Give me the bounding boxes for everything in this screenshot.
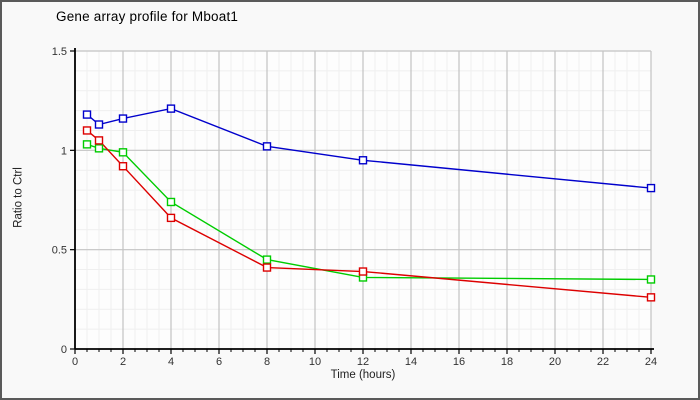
series-red-marker-1h bbox=[94, 136, 104, 145]
series-red-marker-24h bbox=[646, 293, 656, 302]
series-green-marker-4h bbox=[166, 197, 176, 207]
series-blue-marker-1h bbox=[94, 120, 104, 129]
x-tick-label-8: 8 bbox=[264, 356, 270, 368]
series-blue-marker-8h bbox=[262, 142, 272, 151]
y-tick-label-0.5: 0.5 bbox=[52, 245, 67, 257]
series-blue-marker-0.5h bbox=[82, 110, 92, 119]
series-green-marker-2h bbox=[118, 148, 128, 157]
x-tick-label-4: 4 bbox=[168, 356, 174, 368]
series-blue-marker-4h bbox=[166, 104, 176, 113]
x-tick-label-12: 12 bbox=[357, 356, 369, 368]
series-blue-marker-2h bbox=[118, 114, 128, 123]
x-axis-title: Time (hours) bbox=[330, 369, 396, 381]
x-tick-label-18: 18 bbox=[501, 356, 513, 368]
series-red-marker-12h bbox=[358, 267, 368, 276]
y-axis-title: Ratio to Ctrl bbox=[12, 167, 25, 228]
y-tick-label-0: 0 bbox=[61, 344, 67, 356]
x-tick-label-22: 22 bbox=[597, 356, 609, 368]
x-tick-label-2: 2 bbox=[120, 356, 126, 368]
x-tick-label-0: 0 bbox=[72, 356, 78, 368]
x-tick-label-10: 10 bbox=[309, 356, 321, 368]
series-green-marker-1h bbox=[94, 144, 104, 153]
y-tick-label-1: 1 bbox=[61, 145, 67, 157]
series-green-marker-8h bbox=[262, 255, 272, 264]
series-green-marker-24h bbox=[646, 275, 656, 284]
series-blue-marker-12h bbox=[358, 156, 368, 165]
x-tick-label-16: 16 bbox=[453, 356, 465, 368]
x-tick-label-6: 6 bbox=[216, 356, 222, 368]
series-red-marker-4h bbox=[166, 213, 176, 223]
series-red-marker-8h bbox=[262, 263, 272, 272]
y-tick-label-1.5: 1.5 bbox=[52, 46, 67, 58]
x-tick-label-24: 24 bbox=[645, 356, 657, 368]
series-red-marker-2h bbox=[118, 162, 128, 171]
x-tick-label-14: 14 bbox=[405, 356, 417, 368]
chart-title: Gene array profile for Mboat1 bbox=[56, 9, 239, 24]
series-blue-marker-24h bbox=[646, 183, 656, 193]
series-red-marker-0.5h bbox=[82, 126, 92, 135]
series-green-marker-0.5h bbox=[82, 140, 92, 149]
x-tick-label-20: 20 bbox=[549, 356, 561, 368]
